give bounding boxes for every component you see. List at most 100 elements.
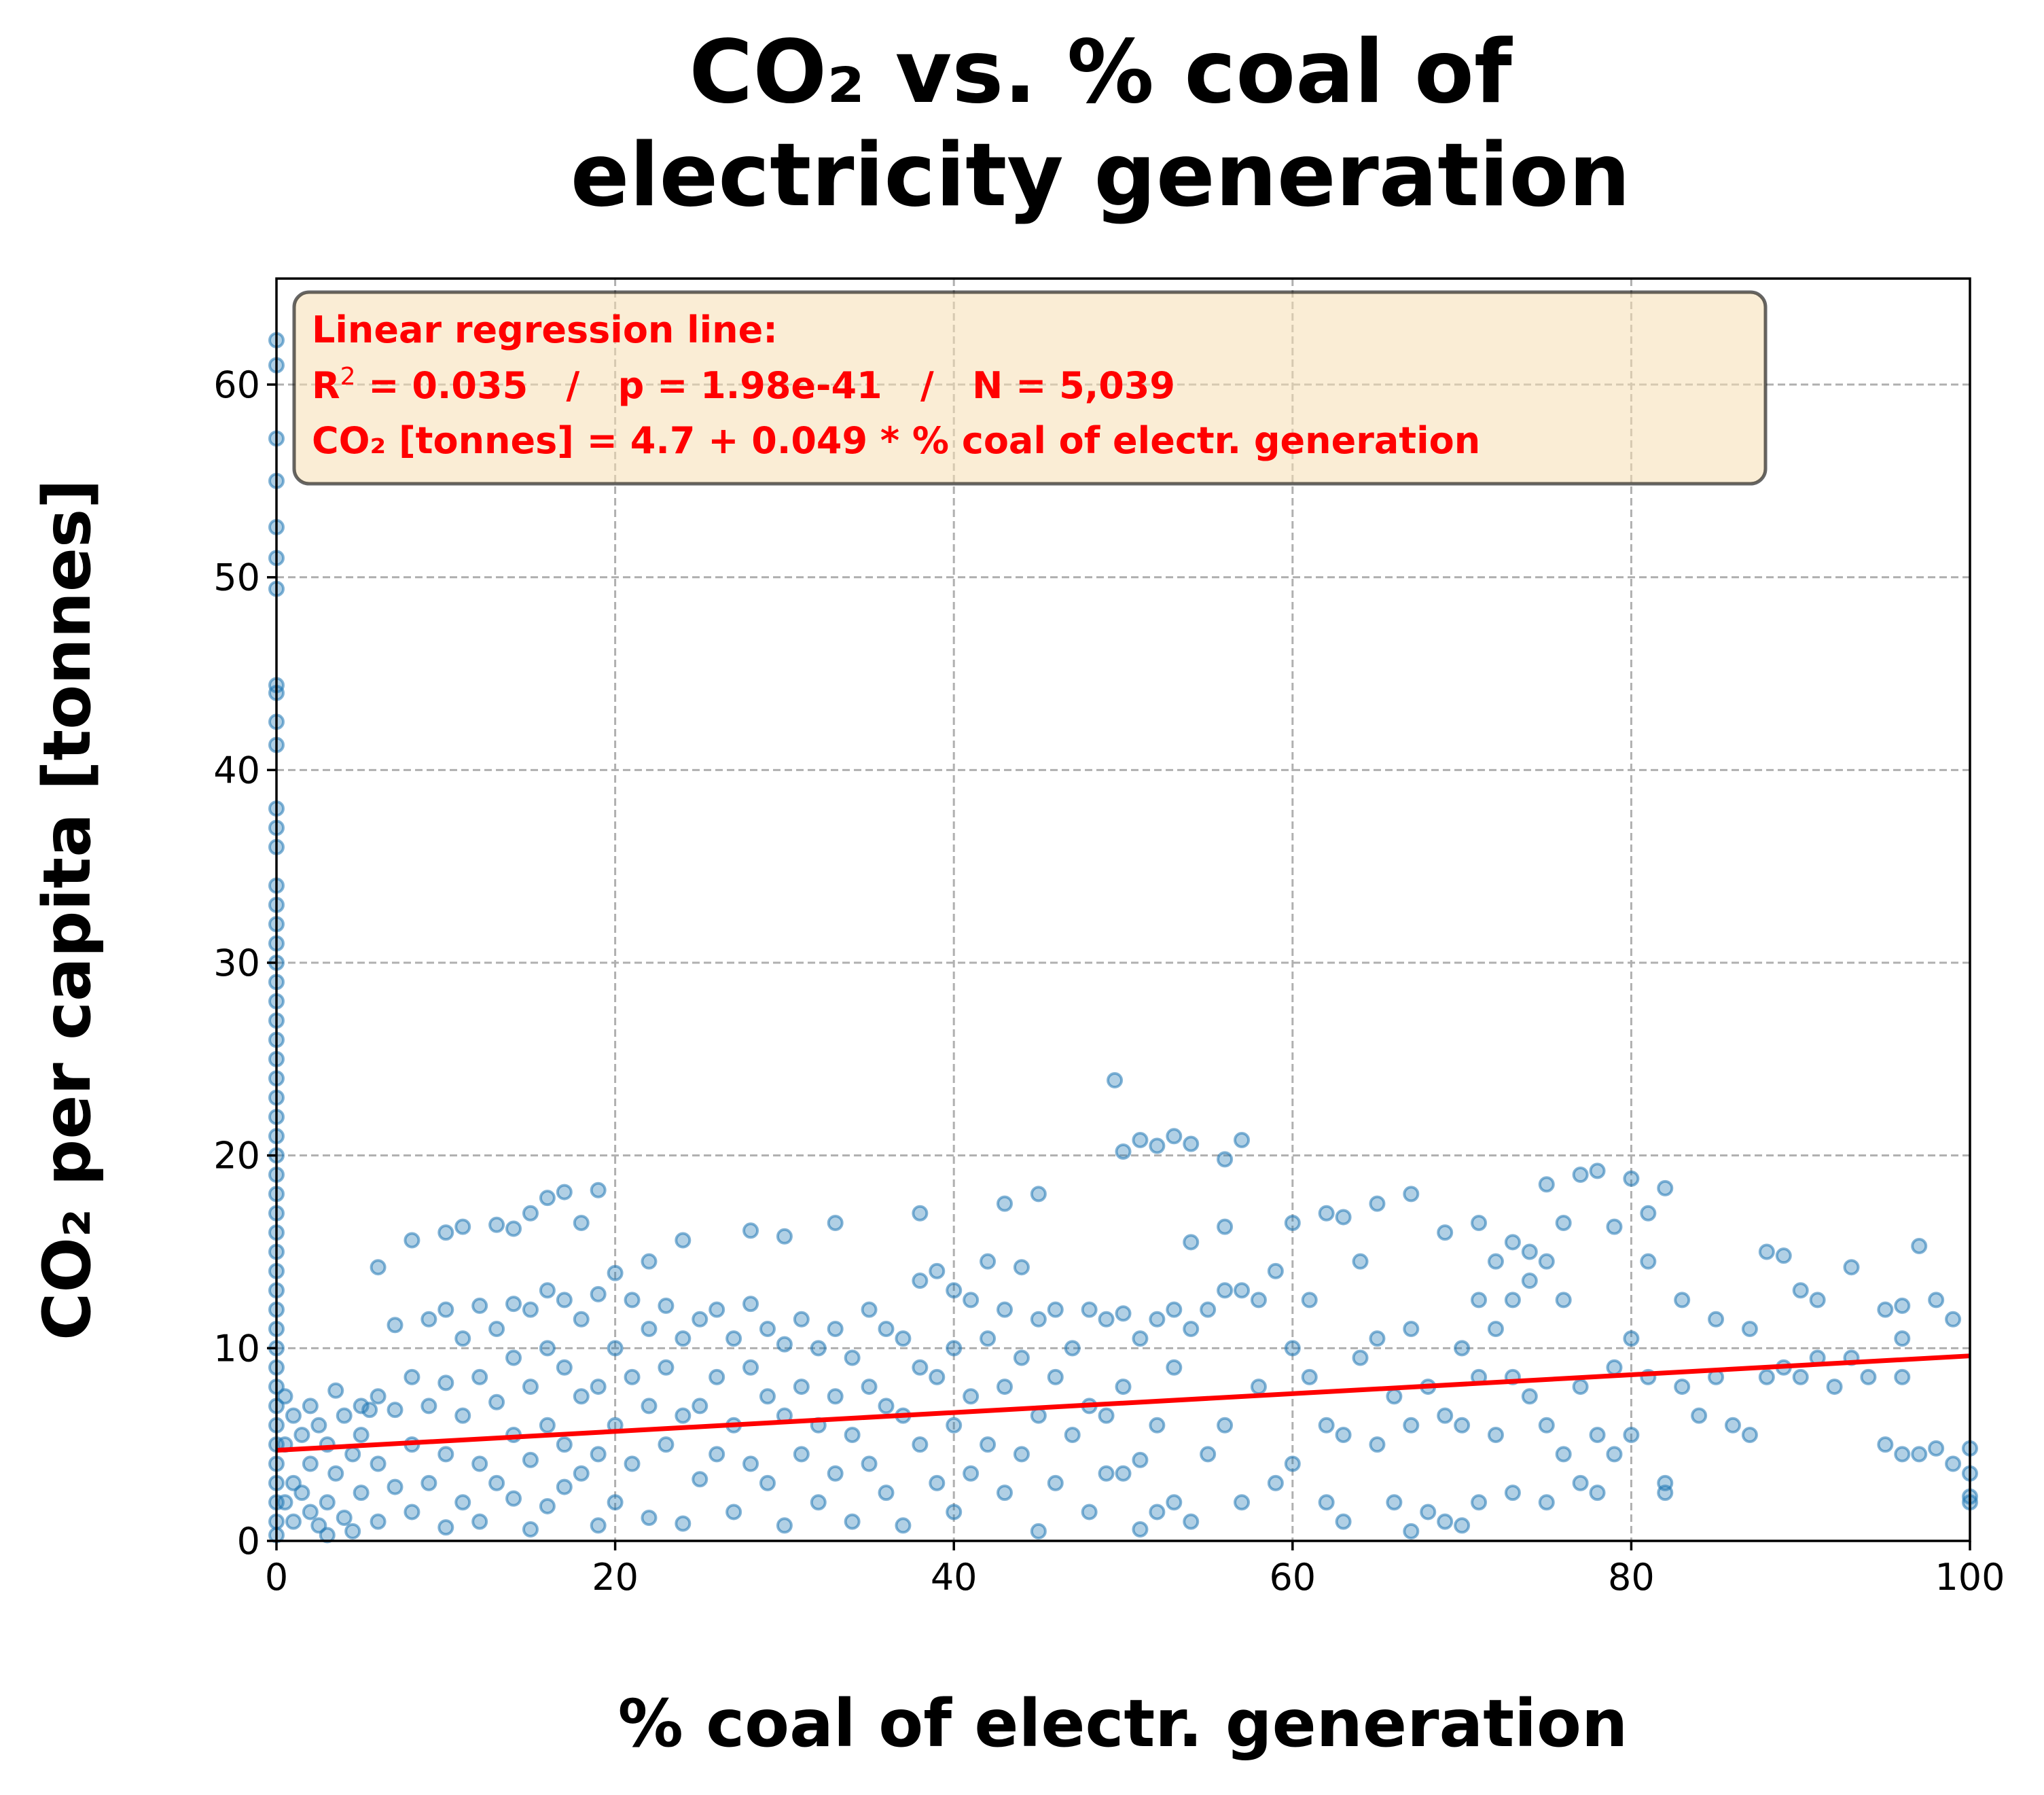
data-point [675, 1232, 692, 1249]
data-point [590, 1517, 607, 1534]
data-point [1741, 1426, 1758, 1443]
data-point [1352, 1349, 1369, 1366]
data-point [946, 1504, 963, 1521]
data-point [1758, 1368, 1775, 1385]
data-point [1826, 1379, 1843, 1396]
data-point [293, 1426, 310, 1443]
data-point [437, 1224, 454, 1241]
data-point [1809, 1292, 1826, 1309]
data-point [810, 1494, 827, 1511]
data-point [302, 1398, 319, 1415]
data-point [844, 1349, 861, 1366]
data-point [1047, 1474, 1064, 1491]
data-point [1589, 1485, 1606, 1501]
data-point [1030, 1186, 1047, 1203]
data-point [963, 1465, 980, 1482]
data-point [607, 1264, 624, 1281]
data-point [675, 1515, 692, 1532]
data-point [996, 1195, 1013, 1212]
data-point [1589, 1426, 1606, 1443]
x-axis-ticks: 0 20 40 60 80 100 [265, 1541, 2005, 1599]
data-point [1013, 1446, 1030, 1463]
data-point [454, 1218, 471, 1235]
data-point [1166, 1494, 1183, 1511]
data-point [437, 1446, 454, 1463]
data-point [1877, 1301, 1894, 1318]
data-point [1318, 1494, 1335, 1511]
data-point [556, 1478, 573, 1495]
data-point [980, 1330, 997, 1347]
data-point [1623, 1170, 1640, 1187]
data-point [1217, 1218, 1234, 1235]
data-point [1335, 1513, 1352, 1530]
data-point [946, 1417, 963, 1434]
data-point [675, 1330, 692, 1347]
data-point [1403, 1523, 1420, 1540]
data-point [1640, 1205, 1657, 1222]
data-point [861, 1379, 878, 1396]
data-point [1758, 1243, 1775, 1260]
data-point [1250, 1292, 1267, 1309]
data-point [1098, 1311, 1115, 1328]
data-point [420, 1311, 437, 1328]
data-point [1403, 1320, 1420, 1337]
data-point [861, 1455, 878, 1472]
data-point [912, 1436, 929, 1453]
data-point [1301, 1368, 1318, 1385]
data-point [522, 1205, 539, 1222]
data-point [1437, 1407, 1454, 1424]
data-point [1200, 1301, 1217, 1318]
data-point [1030, 1311, 1047, 1328]
data-point [895, 1330, 912, 1347]
data-point [1098, 1465, 1115, 1482]
data-point [285, 1513, 302, 1530]
data-point [1047, 1368, 1064, 1385]
data-point [1166, 1128, 1183, 1145]
annotation-r2-sup: 2 [340, 363, 356, 391]
data-point [725, 1504, 742, 1521]
data-point [370, 1259, 387, 1276]
data-point [1521, 1273, 1538, 1290]
data-point [709, 1446, 725, 1463]
data-point [1064, 1340, 1081, 1357]
data-point [946, 1282, 963, 1299]
data-point [1471, 1494, 1488, 1511]
data-point [1149, 1504, 1166, 1521]
annotation-r2-rest: = 0.035 / p = 1.98e-41 / N = 5,039 [356, 364, 1175, 407]
data-point [1132, 1521, 1149, 1538]
data-point [1775, 1247, 1792, 1264]
data-point [1183, 1320, 1200, 1337]
data-point [556, 1436, 573, 1453]
y-axis-ticks: 0 10 20 30 40 50 60 [213, 363, 276, 1563]
data-point [1437, 1224, 1454, 1241]
data-point [276, 1388, 293, 1405]
data-point [759, 1320, 776, 1337]
data-point [1691, 1407, 1708, 1424]
data-point [1013, 1259, 1030, 1276]
data-point [1284, 1340, 1301, 1357]
data-point [336, 1509, 353, 1526]
data-point [556, 1359, 573, 1376]
data-point [658, 1359, 675, 1376]
data-point [725, 1330, 742, 1347]
data-point [1572, 1167, 1589, 1184]
data-point [624, 1368, 641, 1385]
data-point [454, 1494, 471, 1511]
data-point [878, 1320, 895, 1337]
data-point [1623, 1426, 1640, 1443]
annotation-r2-prefix: R [312, 364, 340, 407]
data-point [827, 1388, 844, 1405]
regression-line [276, 1353, 1971, 1453]
data-point [370, 1455, 387, 1472]
data-point [1945, 1311, 1962, 1328]
data-point [878, 1485, 895, 1501]
data-point [1183, 1234, 1200, 1251]
data-point [776, 1228, 793, 1245]
data-point [1149, 1417, 1166, 1434]
data-point [1894, 1368, 1911, 1385]
data-point [793, 1311, 810, 1328]
data-point [929, 1474, 946, 1491]
data-point [776, 1336, 793, 1353]
data-point [1250, 1379, 1267, 1396]
data-point [624, 1292, 641, 1309]
